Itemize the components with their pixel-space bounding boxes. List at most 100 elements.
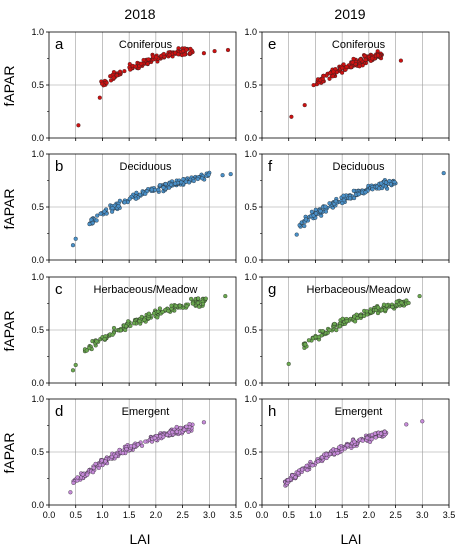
data-point: [378, 431, 383, 436]
x-tick-label: 1.0: [96, 510, 109, 520]
data-point: [133, 196, 139, 201]
data-point: [387, 178, 392, 184]
y-tick-label: 1.0: [244, 149, 257, 159]
data-point: [181, 48, 186, 54]
x-tick-label: 3.0: [416, 510, 429, 520]
data-point: [310, 463, 315, 468]
data-point: [173, 50, 178, 55]
x-tick-label: 3.5: [443, 510, 456, 520]
y-tick-label: 0.5: [244, 325, 257, 335]
data-point: [80, 472, 85, 477]
x-tick-label: 2.0: [363, 510, 376, 520]
data-point: [379, 308, 384, 313]
data-point: [355, 316, 360, 321]
y-tick-label: 1.0: [244, 394, 257, 404]
data-point: [126, 319, 131, 324]
data-point: [133, 64, 138, 69]
data-point: [303, 217, 308, 222]
data-point: [399, 300, 404, 305]
data-point: [351, 56, 356, 61]
data-point: [161, 51, 166, 57]
data-point: [363, 190, 368, 195]
y-tick-label: 1.0: [31, 272, 44, 282]
data-point: [173, 303, 178, 308]
panel-title: Coniferous: [119, 39, 173, 51]
data-point: [131, 321, 137, 326]
panel-f: 0.0 0.5 1.0 f Deciduous: [244, 149, 450, 265]
data-point: [167, 185, 172, 190]
data-point: [377, 186, 382, 191]
data-point: [134, 190, 139, 195]
data-point: [344, 64, 349, 69]
y-tick-label: 1.0: [31, 149, 44, 159]
panel-b: 0.0 0.5 1.0 b Deciduous: [31, 149, 237, 265]
panel-title: Herbaceous/Meadow: [94, 284, 198, 296]
data-point: [177, 303, 182, 308]
data-point: [294, 232, 299, 237]
y-tick-label: 0.0: [31, 378, 44, 388]
data-point: [313, 211, 319, 216]
data-point: [368, 309, 373, 314]
data-point: [200, 176, 205, 181]
data-point: [334, 328, 339, 333]
data-point: [196, 296, 201, 301]
panel-e: 0.0 0.5 1.0 e Coniferous: [244, 27, 450, 143]
column-title-2018: 2018: [124, 6, 155, 22]
data-point: [335, 451, 340, 456]
data-point: [103, 459, 108, 464]
data-point: [195, 300, 201, 305]
data-point: [127, 196, 132, 201]
data-point: [135, 442, 140, 447]
data-point: [174, 429, 179, 434]
x-tick-label: 0.5: [69, 510, 82, 520]
panel-h: 0.0 0.5 1.0 0.0 0.5 1.0 1.5 2.0 2.5 3.0 3.5 h Emerge…: [244, 394, 455, 520]
data-point: [73, 362, 78, 368]
column-title-2019: 2019: [334, 6, 365, 22]
data-point: [293, 475, 298, 480]
y-tick-label: 0.0: [244, 378, 257, 388]
data-point: [169, 303, 174, 308]
y-tick-label: 0.5: [31, 202, 44, 212]
data-point: [108, 74, 113, 79]
data-point: [417, 294, 422, 299]
data-point: [94, 218, 99, 223]
data-point: [141, 57, 146, 63]
data-point: [375, 53, 381, 58]
data-point: [358, 57, 363, 62]
data-point: [324, 452, 329, 457]
data-point: [157, 306, 162, 311]
x-axis-label-left: LAI: [129, 531, 150, 547]
data-point: [161, 185, 166, 190]
data-point: [300, 467, 305, 472]
data-point: [327, 76, 332, 81]
data-point: [327, 201, 332, 206]
panel-letter: g: [268, 281, 276, 298]
data-point: [102, 209, 107, 214]
data-point: [376, 305, 381, 310]
data-point: [109, 454, 114, 459]
data-point: [340, 65, 345, 70]
data-point: [71, 480, 76, 485]
data-point: [139, 61, 144, 66]
data-point: [137, 319, 142, 324]
panel-letter: h: [268, 403, 276, 420]
data-point: [342, 446, 347, 451]
data-point: [73, 236, 78, 241]
data-point: [373, 435, 378, 440]
data-point: [110, 206, 115, 211]
panel-d: 0.0 0.5 1.0 0.0 0.5 1.0 1.5 2.0 2.5 3.0 3.5 d Emerge…: [31, 394, 242, 520]
data-point: [184, 424, 189, 429]
data-point: [97, 95, 102, 100]
data-point: [158, 434, 163, 439]
data-point: [383, 307, 388, 312]
data-point: [349, 65, 354, 70]
panel-a: 0.0 0.5 1.0 a Coniferous: [31, 27, 237, 143]
panel-c: 0.0 0.5 1.0 c Herbaceous/Meadow: [31, 272, 237, 388]
data-point: [351, 188, 356, 193]
y-axis-label-row-3: fAPAR: [1, 311, 17, 352]
data-point: [188, 46, 193, 51]
data-point: [85, 472, 90, 477]
data-point: [332, 321, 337, 326]
y-tick-label: 0.5: [244, 202, 257, 212]
data-point: [156, 187, 161, 192]
